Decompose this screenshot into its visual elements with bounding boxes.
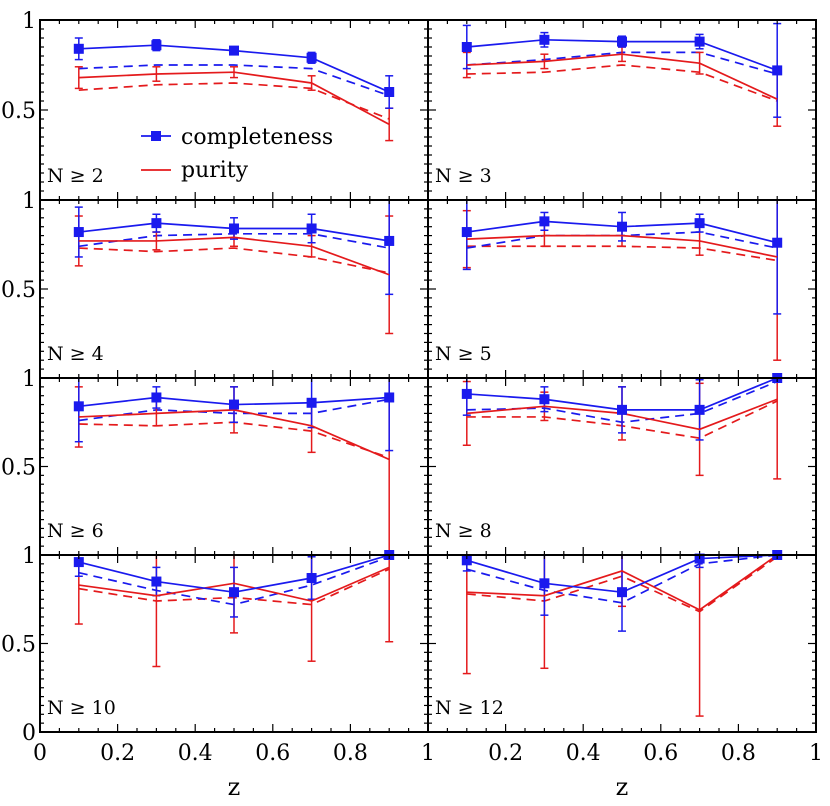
completeness-marker bbox=[384, 392, 395, 403]
completeness-marker bbox=[151, 218, 162, 229]
y-tick-label: 0.5 bbox=[1, 99, 36, 124]
x-tick-label: 1 bbox=[809, 741, 823, 766]
completeness-marker bbox=[73, 43, 84, 54]
x-axis-title-left: z bbox=[228, 773, 241, 801]
x-tick-label: 0.8 bbox=[721, 741, 756, 766]
completeness-marker bbox=[617, 404, 627, 415]
panels-layer: N ≥ 2 N ≥ 3 N ≥ 4 N ≥ 5 N ≥ 6 N ≥ 8 N ≥ 10 N ≥ … bbox=[39, 19, 817, 733]
completeness-marker bbox=[539, 578, 550, 589]
completeness-marker bbox=[461, 388, 472, 399]
panel-3: N ≥ 4 bbox=[39, 199, 429, 379]
completeness-marker bbox=[617, 36, 627, 47]
panel-4: N ≥ 5 bbox=[427, 199, 817, 379]
legend-completeness-marker bbox=[151, 131, 161, 141]
x-tick-label: 0.2 bbox=[100, 741, 135, 766]
completeness-marker bbox=[73, 401, 84, 412]
legend: completeness purity bbox=[141, 125, 333, 183]
x-tick-label: 0.8 bbox=[333, 741, 368, 766]
completeness-marker bbox=[461, 227, 472, 238]
purity-line bbox=[78, 409, 390, 461]
purity-line bbox=[78, 71, 390, 126]
completeness-marker bbox=[229, 223, 239, 234]
purity-dashed-line bbox=[466, 64, 778, 102]
purity-line bbox=[466, 555, 778, 611]
x-tick-label: 1 bbox=[421, 741, 435, 766]
completeness-marker bbox=[229, 45, 239, 56]
purity-dashed-line bbox=[466, 245, 778, 262]
panel-2: N ≥ 3 bbox=[427, 19, 817, 201]
completeness-marker bbox=[539, 394, 550, 405]
completeness-marker bbox=[229, 587, 239, 598]
completeness-dashed-line bbox=[466, 555, 778, 604]
purity-dashed-line bbox=[78, 82, 390, 120]
completeness-marker bbox=[772, 237, 783, 248]
x-tick-label: 0.4 bbox=[566, 741, 601, 766]
completeness-marker bbox=[306, 573, 317, 584]
purity-dashed-line bbox=[78, 247, 390, 274]
y-tick-label: 1 bbox=[22, 189, 36, 214]
panel-label: N ≥ 10 bbox=[47, 697, 116, 719]
panel-8: N ≥ 12 bbox=[427, 550, 817, 733]
panel-label: N ≥ 12 bbox=[435, 697, 504, 719]
panel-label: N ≥ 3 bbox=[435, 165, 492, 187]
y-tick-label: 1 bbox=[22, 9, 36, 34]
completeness-marker bbox=[539, 216, 550, 227]
y-tick-label: 0.5 bbox=[1, 456, 36, 481]
purity-line bbox=[78, 566, 390, 602]
purity-line bbox=[78, 236, 390, 276]
completeness-marker bbox=[539, 34, 550, 45]
completeness-marker bbox=[461, 42, 472, 52]
panel-label: N ≥ 8 bbox=[435, 520, 492, 542]
panel-content bbox=[462, 378, 782, 480]
x-tick-label: 0.6 bbox=[643, 741, 678, 766]
x-tick-label: 0.2 bbox=[488, 741, 523, 766]
axes-layer: 0.5 1 0.5 1 0.5 1 0 0.5 1 0 0.2 0.4 0.6 0.8 1 0.2 0.4 0.6… bbox=[1, 9, 823, 766]
x-tick-label: 0 bbox=[33, 741, 47, 766]
x-tick-label: 0.4 bbox=[178, 741, 213, 766]
panel-label: N ≥ 2 bbox=[47, 165, 104, 187]
panel-1: N ≥ 2 bbox=[39, 19, 429, 201]
legend-purity-label: purity bbox=[181, 158, 249, 183]
completeness-marker bbox=[384, 87, 395, 97]
completeness-marker bbox=[617, 587, 627, 598]
completeness-marker bbox=[306, 223, 317, 234]
completeness-marker bbox=[461, 555, 472, 566]
completeness-marker bbox=[151, 40, 162, 51]
completeness-marker bbox=[384, 235, 395, 246]
purity-line bbox=[466, 234, 778, 258]
completeness-marker bbox=[694, 36, 705, 47]
panel-label: N ≥ 6 bbox=[47, 520, 104, 542]
x-axis-title-right: z bbox=[616, 773, 629, 801]
y-tick-label: 0.5 bbox=[1, 633, 36, 658]
completeness-marker bbox=[73, 227, 84, 238]
panel-content bbox=[462, 200, 782, 361]
x-tick-label: 0.6 bbox=[255, 741, 290, 766]
completeness-marker bbox=[306, 52, 317, 63]
panel-content bbox=[74, 555, 394, 668]
panel-label: N ≥ 4 bbox=[47, 343, 104, 365]
completeness-marker bbox=[694, 404, 705, 415]
completeness-marker bbox=[306, 397, 317, 408]
panel-content bbox=[74, 200, 394, 335]
y-tick-label: 1 bbox=[22, 367, 36, 392]
completeness-marker bbox=[229, 399, 239, 410]
purity-dashed-line bbox=[466, 556, 778, 613]
completeness-marker bbox=[617, 221, 627, 232]
purity-line bbox=[466, 53, 778, 100]
completeness-marker bbox=[151, 576, 162, 587]
panel-content bbox=[462, 555, 778, 717]
completeness-marker bbox=[73, 557, 84, 568]
y-tick-label: 0 bbox=[22, 721, 36, 746]
panel-7: N ≥ 10 bbox=[39, 550, 429, 733]
completeness-marker bbox=[772, 65, 783, 76]
legend-completeness-label: completeness bbox=[181, 125, 333, 150]
y-tick-label: 0.5 bbox=[1, 278, 36, 303]
completeness-dashed-line bbox=[78, 64, 390, 97]
panel-label: N ≥ 5 bbox=[435, 343, 492, 365]
y-tick-label: 1 bbox=[22, 544, 36, 569]
completeness-marker bbox=[151, 392, 162, 403]
completeness-marker bbox=[694, 218, 705, 229]
